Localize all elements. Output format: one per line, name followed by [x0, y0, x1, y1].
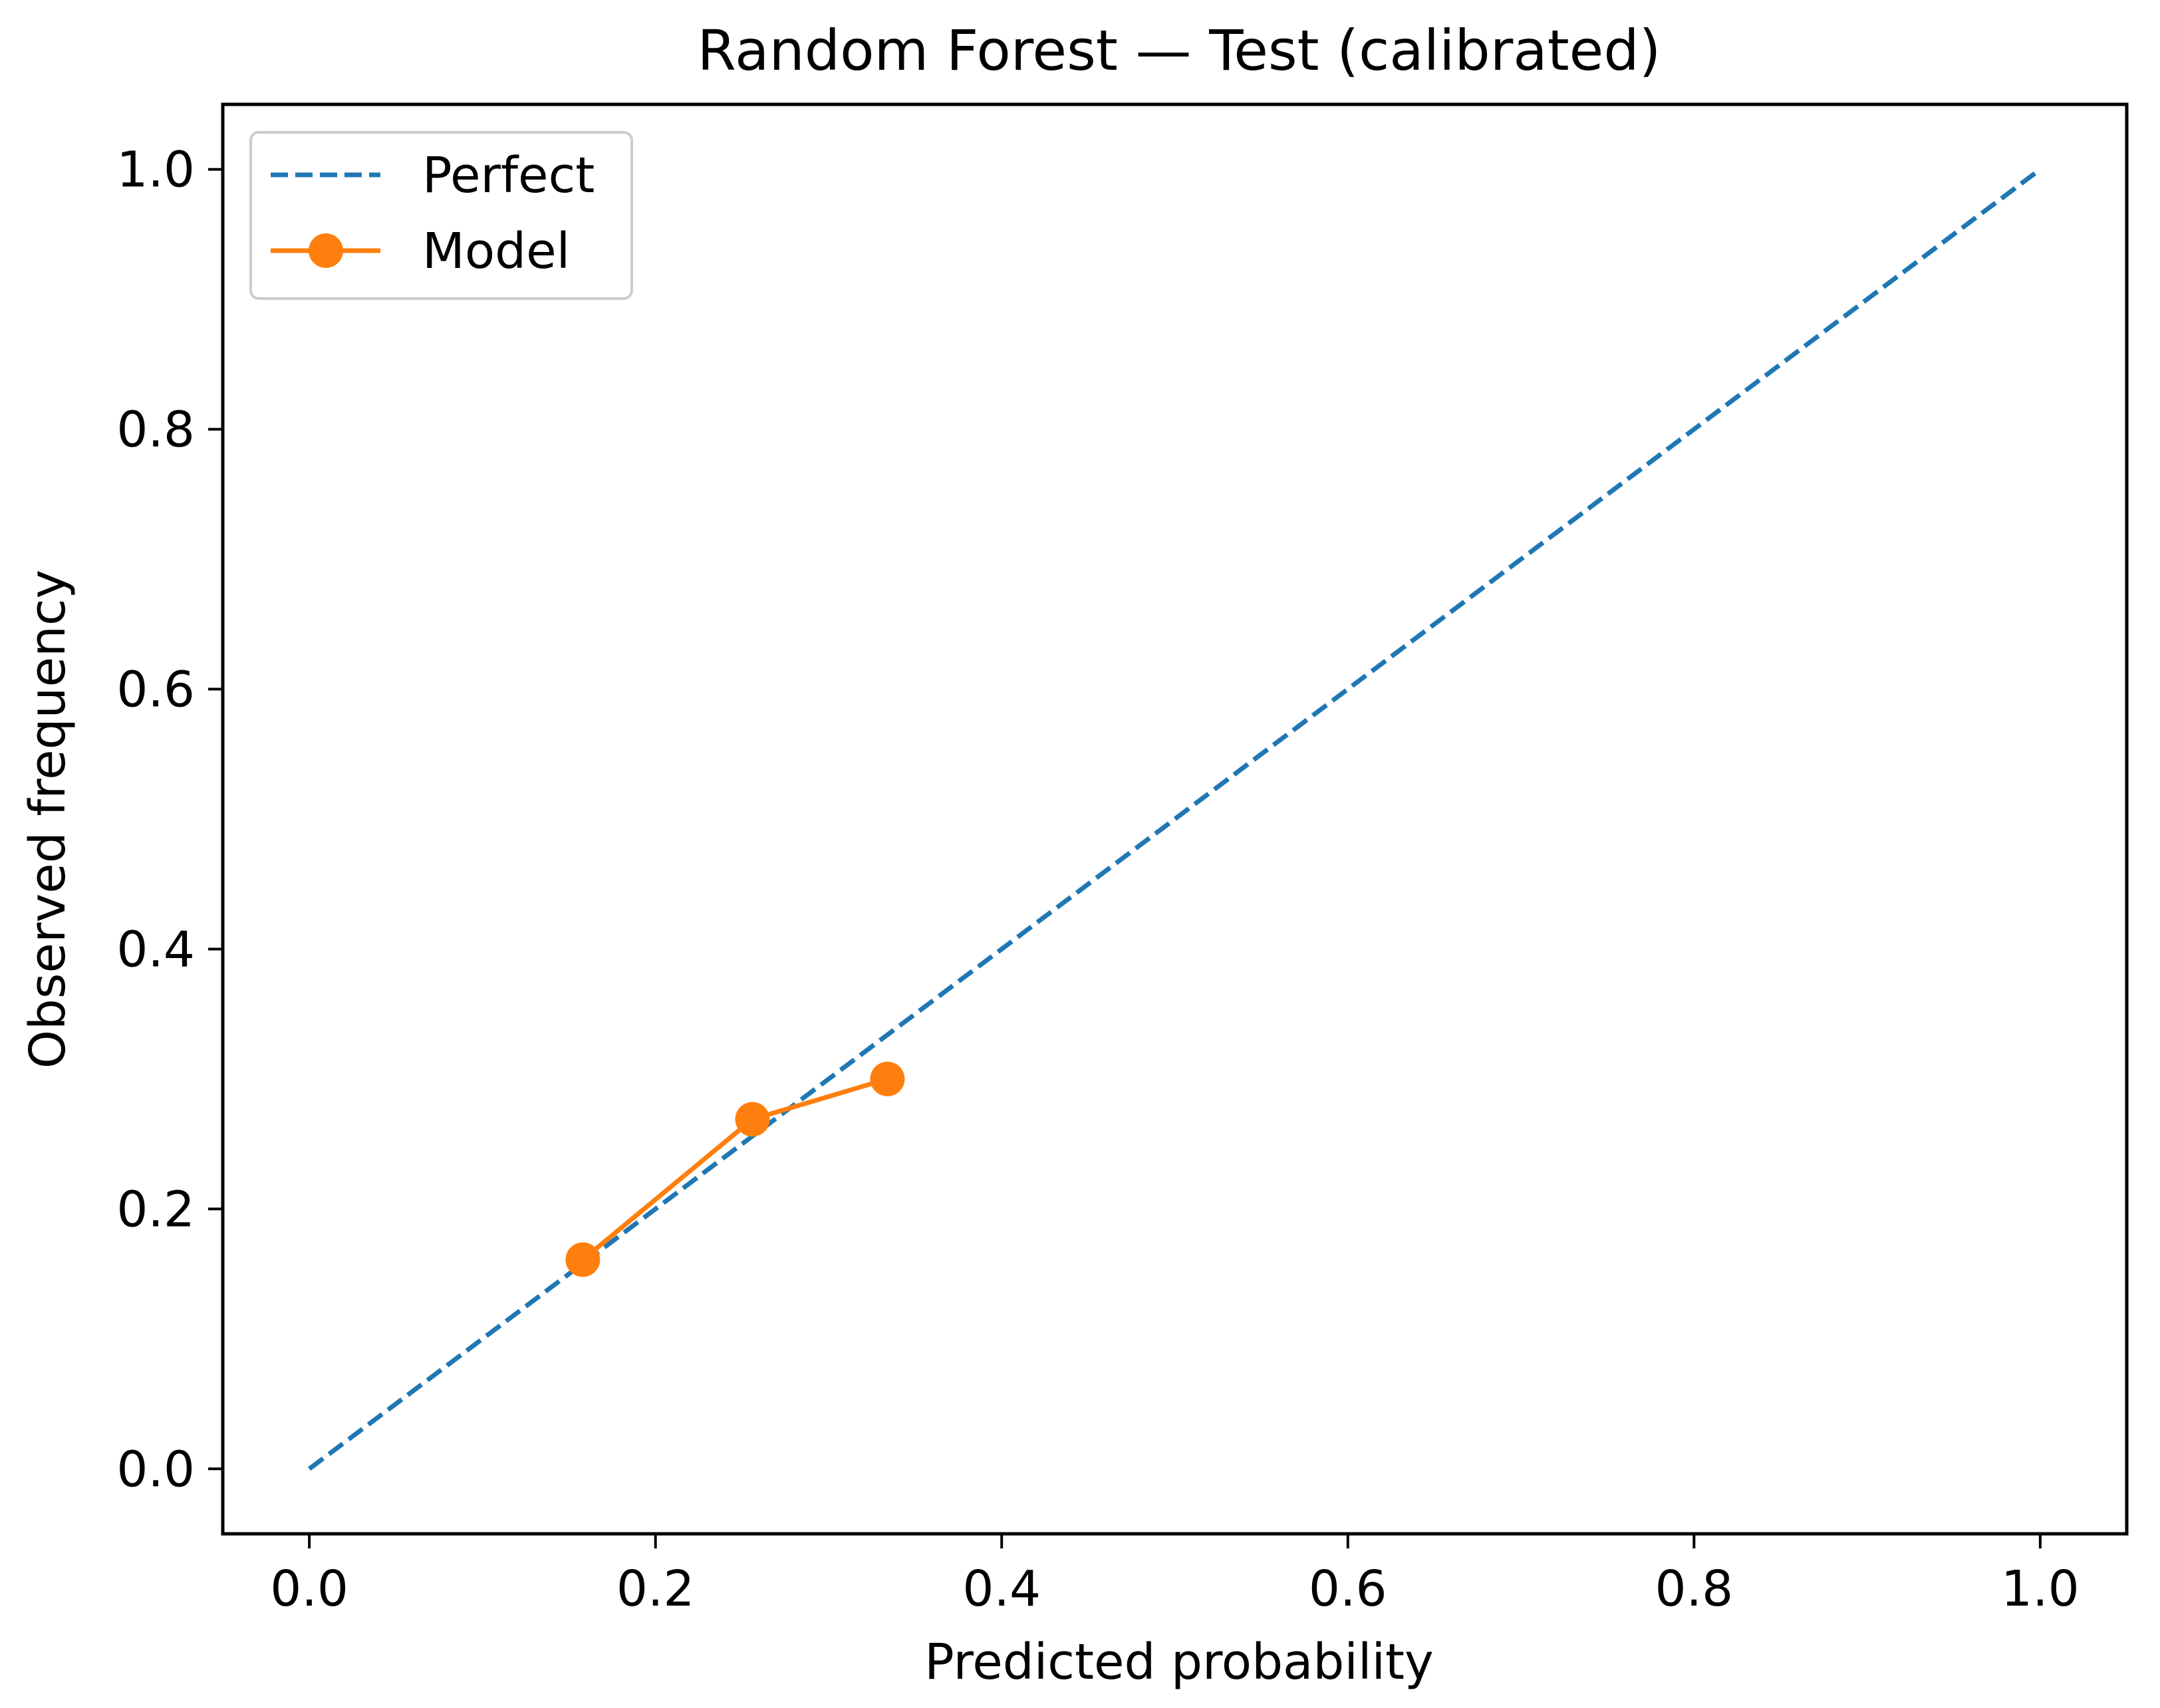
y-axis-ticks: 0.0 0.2 0.4 0.6 0.8 1.0	[116, 142, 223, 1498]
data-point-model	[735, 1102, 770, 1137]
plot-area	[221, 102, 2129, 1536]
series-layer	[307, 167, 2042, 1471]
x-tick-label: 0.6	[1309, 1560, 1387, 1618]
x-tick-label: 0.8	[1655, 1560, 1733, 1618]
y-tick-label: 0.4	[116, 921, 195, 978]
x-axis-ticks: 0.0 0.2 0.4 0.6 0.8 1.0	[270, 1534, 2080, 1618]
data-point-model	[565, 1242, 601, 1277]
x-tick-label: 0.2	[616, 1560, 695, 1618]
chart-title: Random Forest — Test (calibrated)	[698, 18, 1661, 83]
legend: Perfect Model	[249, 131, 633, 300]
x-axis-label: Predicted probability	[924, 1634, 1434, 1691]
x-tick-label: 0.4	[962, 1560, 1041, 1618]
y-tick-label: 0.8	[116, 402, 195, 459]
y-axis-label: Observed frequency	[19, 570, 76, 1069]
y-tick-label: 1.0	[116, 142, 195, 199]
x-tick-label: 0.0	[270, 1560, 348, 1618]
legend-model-label: Model	[422, 223, 570, 280]
y-tick-label: 0.6	[116, 662, 195, 719]
legend-model-marker	[309, 233, 343, 268]
y-tick-label: 0.0	[116, 1441, 195, 1498]
y-tick-label: 0.2	[116, 1181, 195, 1238]
x-tick-label: 1.0	[2001, 1560, 2080, 1618]
legend-perfect-label: Perfect	[422, 147, 595, 204]
data-point-model	[870, 1061, 905, 1096]
